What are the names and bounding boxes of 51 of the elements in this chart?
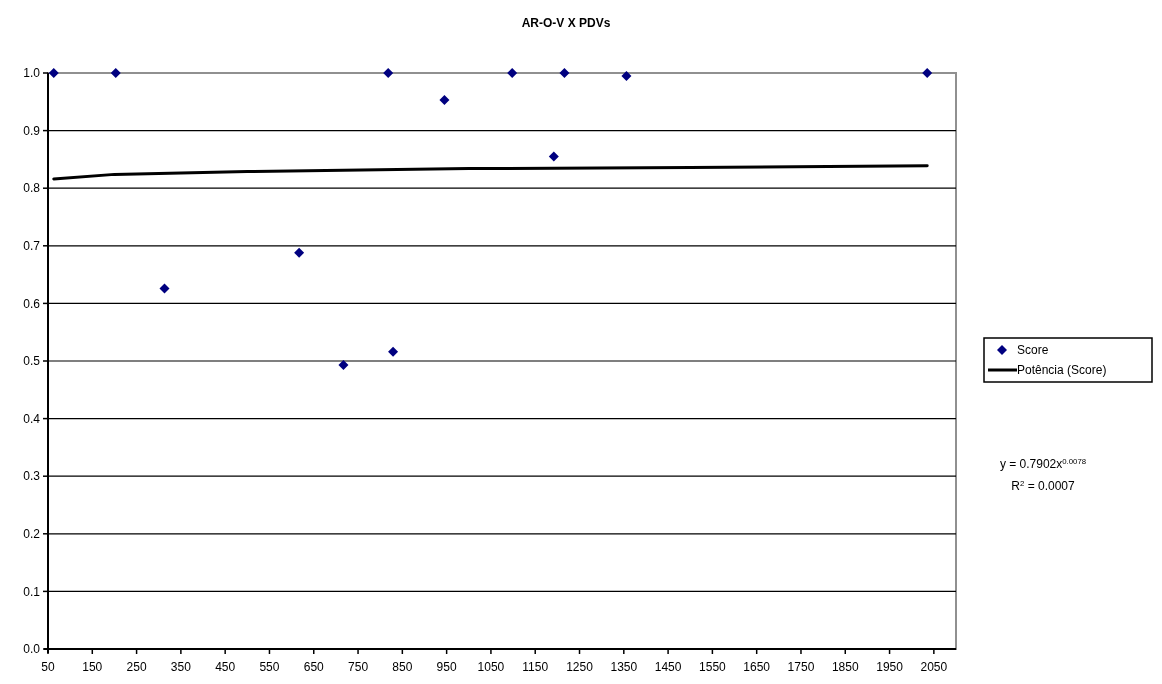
text: y = 0.7902x$^{0.0078}$ bbox=[999, 456, 1087, 471]
y-tick-label: 0.7 bbox=[23, 239, 41, 253]
point bbox=[383, 68, 394, 78]
point bbox=[507, 68, 518, 78]
x-tick-label: 1050 bbox=[477, 660, 505, 674]
x-tick-label: 1350 bbox=[610, 660, 638, 674]
point bbox=[548, 151, 559, 162]
x-tick-label: 1850 bbox=[831, 660, 859, 674]
x-tick-label: 150 bbox=[82, 660, 103, 674]
x-tick-label: 550 bbox=[259, 660, 280, 674]
point bbox=[621, 70, 632, 81]
x-tick-label: 1750 bbox=[787, 660, 815, 674]
line-series bbox=[52, 164, 929, 181]
legend-label: Score bbox=[1017, 343, 1049, 358]
text: R$^{2}$ = 0.0007 bbox=[1011, 478, 1076, 493]
point bbox=[48, 68, 59, 78]
x-tick-label: 350 bbox=[170, 660, 192, 674]
x-tick-label: 1250 bbox=[566, 660, 594, 674]
y-tick-label: 0.2 bbox=[23, 527, 41, 541]
legend-label: Potência (Score) bbox=[1017, 363, 1107, 378]
x-tick-label: 950 bbox=[436, 660, 457, 674]
x-tick-label: 1650 bbox=[743, 660, 771, 674]
x-tick-label: 850 bbox=[392, 660, 413, 674]
x-tick-label: 650 bbox=[303, 660, 325, 674]
y-tick-label: 0.0 bbox=[23, 642, 41, 657]
y-tick-label: 0.6 bbox=[23, 296, 41, 311]
y-tick-label: 1.0 bbox=[23, 66, 41, 81]
x-tick-label: 1150 bbox=[522, 660, 549, 674]
chart-title: AR-O-V X PDVs bbox=[521, 16, 611, 30]
point bbox=[559, 68, 570, 78]
point bbox=[338, 360, 349, 371]
point bbox=[439, 95, 450, 106]
point bbox=[922, 68, 933, 78]
x-tick-label: 250 bbox=[126, 660, 147, 674]
point bbox=[388, 346, 399, 357]
x-tick-label: 1550 bbox=[699, 660, 727, 674]
y-tick-label: 0.4 bbox=[23, 411, 41, 426]
x-tick-label: 2050 bbox=[920, 660, 948, 674]
x-tick-label: 1950 bbox=[876, 660, 904, 674]
point bbox=[294, 247, 305, 258]
x-tick-label: 750 bbox=[348, 660, 369, 674]
x-tick-label: 450 bbox=[215, 660, 236, 674]
y-tick-label: 0.5 bbox=[23, 354, 41, 369]
y-tick-label: 0.9 bbox=[23, 123, 41, 138]
y-tick-label: 0.3 bbox=[23, 469, 41, 484]
y-tick-label: 0.8 bbox=[23, 181, 41, 196]
x-tick-label: 50 bbox=[41, 660, 55, 674]
y-tick-label: 0.1 bbox=[23, 584, 41, 599]
x-tick-label: 1450 bbox=[654, 660, 682, 674]
point bbox=[110, 68, 121, 78]
point bbox=[159, 283, 170, 294]
